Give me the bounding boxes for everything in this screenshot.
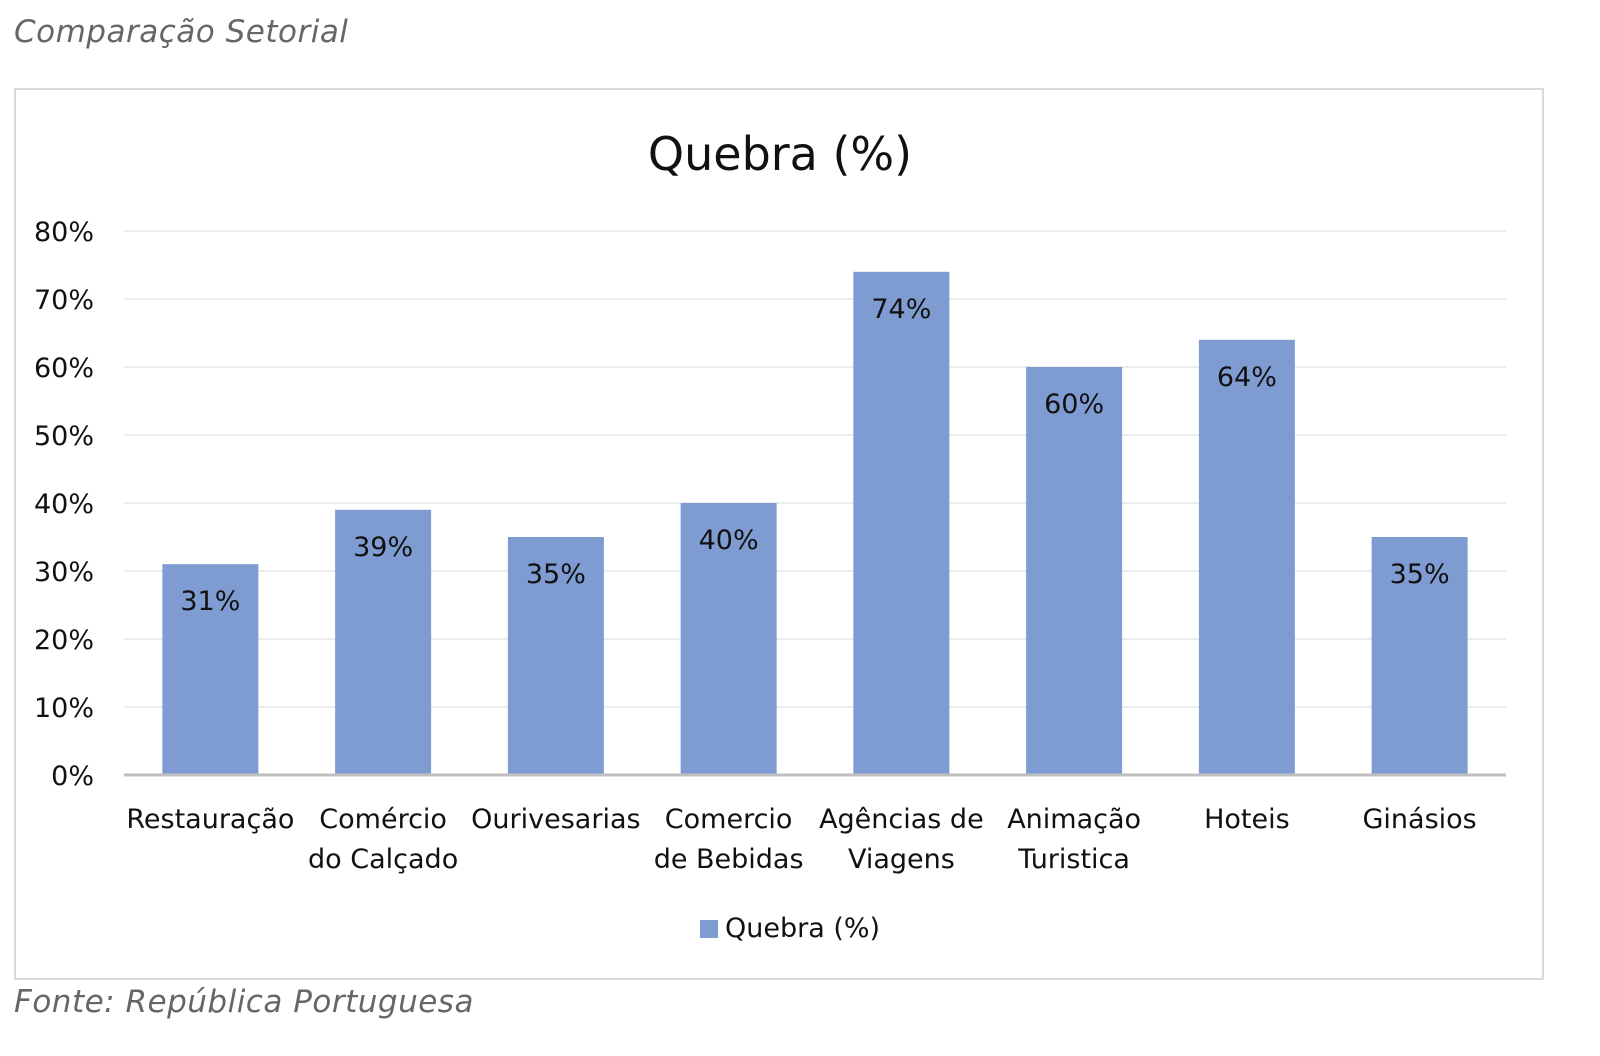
data-label: 35% [526, 559, 586, 590]
y-tick-label: 80% [34, 217, 94, 248]
bar [1371, 537, 1468, 775]
y-tick-label: 40% [34, 489, 94, 520]
bar [162, 564, 259, 775]
grid-lines [124, 230, 1506, 708]
chart-title: Quebra (%) [648, 127, 912, 181]
source-note: Fonte: República Portuguesa [14, 984, 474, 1020]
y-tick-label: 30% [34, 557, 94, 588]
bar [1026, 367, 1123, 775]
bar [335, 509, 432, 775]
data-label: 60% [1044, 389, 1104, 420]
data-label: 31% [180, 586, 240, 617]
legend-label: Quebra (%) [725, 913, 880, 944]
x-tick-label: Animação Turistica [1007, 804, 1141, 875]
y-tick-label: 0% [51, 761, 94, 792]
bar-chart: 31% 39% 35% 40% 74% 60% 64% 35% 0% 10% 20% 30% 40% 5… [34, 127, 1506, 944]
chart-caption: Comparação Setorial [14, 14, 349, 50]
bars: 31% 39% 35% 40% 74% 60% 64% 35% [162, 271, 1468, 775]
legend-swatch [700, 920, 718, 938]
bar [853, 271, 950, 775]
data-label: 39% [353, 532, 413, 563]
x-tick-label: Comercio de Bebidas [654, 804, 804, 875]
bar [680, 503, 777, 775]
legend: Quebra (%) [700, 913, 880, 944]
data-label: 64% [1217, 362, 1277, 393]
x-tick-label: Restauração [126, 804, 294, 835]
x-tick-label: Ginásios [1363, 804, 1477, 835]
data-label: 74% [871, 294, 931, 325]
y-tick-label: 70% [34, 285, 94, 316]
bar [1198, 339, 1295, 775]
y-tick-label: 20% [34, 625, 94, 656]
x-tick-label: Comércio do Calçado [308, 804, 458, 875]
data-label: 35% [1390, 559, 1450, 590]
x-tick-label: Agências de Viagens [819, 804, 984, 875]
y-tick-label: 60% [34, 353, 94, 384]
x-tick-label: Ourivesarias [471, 804, 640, 835]
chart-area: 31% 39% 35% 40% 74% 60% 64% 35% 0% 10% 20% 30% 40% 5… [14, 88, 1544, 980]
data-label: 40% [699, 525, 759, 556]
x-tick-label: Hoteis [1204, 804, 1290, 835]
axes: 0% 10% 20% 30% 40% 50% 60% 70% 80% Restauração Com… [34, 217, 1506, 875]
y-tick-label: 50% [34, 421, 94, 452]
bar [507, 537, 604, 775]
y-tick-label: 10% [34, 693, 94, 724]
